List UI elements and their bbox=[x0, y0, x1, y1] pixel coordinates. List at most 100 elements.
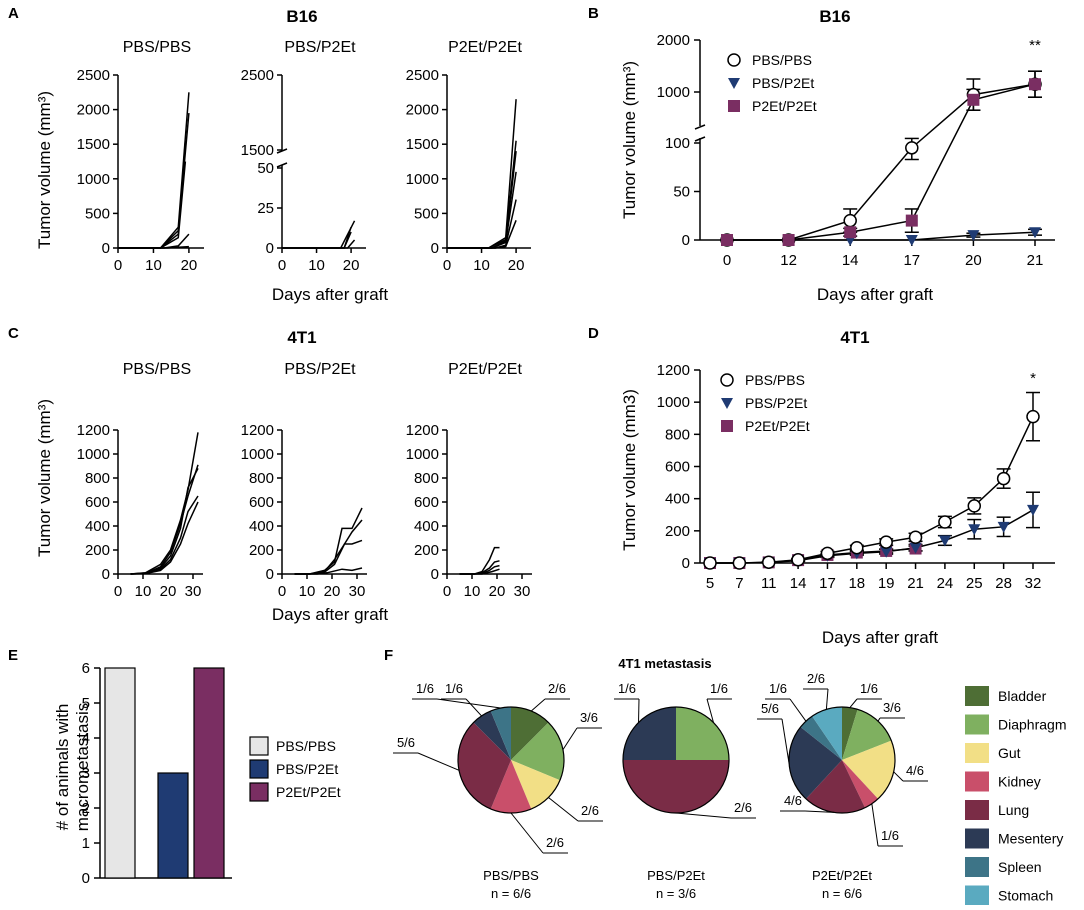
leader-line bbox=[826, 689, 828, 709]
leader-line bbox=[548, 797, 578, 821]
y-tick-label: 1500 bbox=[406, 136, 439, 153]
data-point bbox=[998, 473, 1010, 485]
data-point bbox=[968, 524, 980, 535]
y-tick-label: 400 bbox=[414, 518, 439, 535]
slice-label: 1/6 bbox=[769, 681, 787, 696]
y-tick-label: 0 bbox=[102, 240, 110, 257]
data-point bbox=[783, 234, 795, 246]
x-tick-label: 10 bbox=[464, 583, 481, 600]
slice-label: 2/6 bbox=[734, 800, 752, 815]
tumor-line bbox=[282, 227, 351, 248]
y-tick-label: 600 bbox=[85, 494, 110, 511]
y-tick-label: 4 bbox=[82, 730, 90, 747]
legend-swatch bbox=[965, 743, 989, 763]
x-tick-label: 20 bbox=[489, 583, 506, 600]
x-tick-label: 10 bbox=[299, 583, 316, 600]
panel-c-ylabel: Tumor volume (mm³) bbox=[35, 399, 54, 557]
x-tick-label: 20 bbox=[160, 583, 177, 600]
legend-label: PBS/P2Et bbox=[752, 75, 814, 91]
y-tick-label: 200 bbox=[249, 542, 274, 559]
x-tick-label: 0 bbox=[278, 257, 286, 274]
y-tick-label: 200 bbox=[665, 523, 690, 540]
panel-b-ylabel: Tumor volume (mm³) bbox=[620, 61, 639, 219]
y-tick-label: 0 bbox=[266, 240, 274, 257]
panel-d-letter: D bbox=[588, 325, 599, 342]
data-point bbox=[906, 215, 918, 227]
x-tick-label: 30 bbox=[185, 583, 202, 600]
tumor-line bbox=[295, 508, 363, 574]
slice-label: 1/6 bbox=[710, 681, 728, 696]
data-point bbox=[880, 536, 892, 548]
tumor-line bbox=[118, 247, 189, 248]
pie-name: P2Et/P2Et bbox=[812, 868, 872, 883]
leader-line bbox=[563, 728, 577, 750]
leader-line bbox=[437, 699, 501, 708]
y-tick-label: 1000 bbox=[77, 171, 110, 188]
x-tick-label: 5 bbox=[706, 575, 714, 592]
legend-label: Kidney bbox=[998, 774, 1041, 790]
y-tick-label: 6 bbox=[82, 660, 90, 677]
x-tick-label: 20 bbox=[965, 252, 982, 269]
y-tick-label: 3 bbox=[82, 765, 90, 782]
legend-swatch bbox=[250, 760, 268, 778]
panel-f-letter: F bbox=[384, 647, 393, 664]
x-tick-label: 10 bbox=[473, 257, 490, 274]
y-tick-label: 400 bbox=[249, 518, 274, 535]
legend-swatch bbox=[965, 800, 989, 820]
x-tick-label: 20 bbox=[181, 257, 198, 274]
x-tick-label: 14 bbox=[790, 575, 807, 592]
slice-label: 2/6 bbox=[548, 681, 566, 696]
x-tick-label: 0 bbox=[443, 257, 451, 274]
x-tick-label: 11 bbox=[761, 575, 777, 592]
y-tick-label: 800 bbox=[414, 470, 439, 487]
y-tick-label: 1200 bbox=[241, 422, 274, 439]
panel-c: 4T1 Tumor volume (mm³) Days after graft … bbox=[35, 328, 532, 624]
data-point bbox=[939, 516, 951, 528]
y-tick-label: 1200 bbox=[406, 422, 439, 439]
slice-label: 3/6 bbox=[883, 700, 901, 715]
x-tick-label: 19 bbox=[878, 575, 895, 592]
leader-line bbox=[790, 699, 806, 721]
x-tick-label: 21 bbox=[907, 575, 924, 592]
legend-label: Bladder bbox=[998, 688, 1047, 704]
panel-a-subpanel-title: PBS/P2Et bbox=[284, 39, 356, 56]
data-point bbox=[851, 542, 863, 554]
tumor-line bbox=[282, 221, 355, 248]
legend-marker bbox=[721, 420, 733, 432]
panel-b-xlabel: Days after graft bbox=[817, 285, 933, 304]
x-tick-label: 0 bbox=[114, 257, 122, 274]
data-point bbox=[910, 531, 922, 543]
slice-label: 2/6 bbox=[546, 835, 564, 850]
panel-f-title: 4T1 metastasis bbox=[618, 656, 711, 671]
tumor-line bbox=[131, 465, 199, 574]
panel-c-xlabel: Days after graft bbox=[272, 605, 388, 624]
data-point bbox=[1029, 78, 1041, 90]
panel-a-letter: A bbox=[8, 5, 19, 22]
y-tick-label: 1500 bbox=[77, 136, 110, 153]
legend-swatch bbox=[965, 715, 989, 735]
y-tick-label: 1000 bbox=[77, 446, 110, 463]
series-line bbox=[727, 232, 1035, 240]
leader-line bbox=[418, 753, 459, 770]
slice-label: 2/6 bbox=[581, 803, 599, 818]
x-tick-label: 12 bbox=[780, 252, 797, 269]
legend-label: Diaphragm bbox=[998, 717, 1066, 733]
legend-label: PBS/PBS bbox=[276, 738, 336, 754]
data-point bbox=[792, 554, 804, 566]
panel-a-subpanel-title: P2Et/P2Et bbox=[448, 39, 522, 56]
y-tick-label: 600 bbox=[249, 494, 274, 511]
x-tick-label: 25 bbox=[966, 575, 983, 592]
pie-slice bbox=[676, 707, 729, 760]
legend-label: PBS/P2Et bbox=[276, 761, 338, 777]
y-tick-label: 2000 bbox=[657, 32, 690, 49]
slice-label: 2/6 bbox=[807, 671, 825, 686]
x-tick-label: 0 bbox=[114, 583, 122, 600]
legend-label: PBS/PBS bbox=[752, 52, 812, 68]
data-point bbox=[844, 226, 856, 238]
panel-c-letter: C bbox=[8, 325, 19, 342]
leader-line bbox=[850, 699, 857, 708]
panel-f: 4T1 metastasis 2/63/62/62/65/61/61/6PBS/… bbox=[393, 656, 1066, 905]
legend-label: P2Et/P2Et bbox=[276, 784, 341, 800]
y-tick-label: 1200 bbox=[77, 422, 110, 439]
